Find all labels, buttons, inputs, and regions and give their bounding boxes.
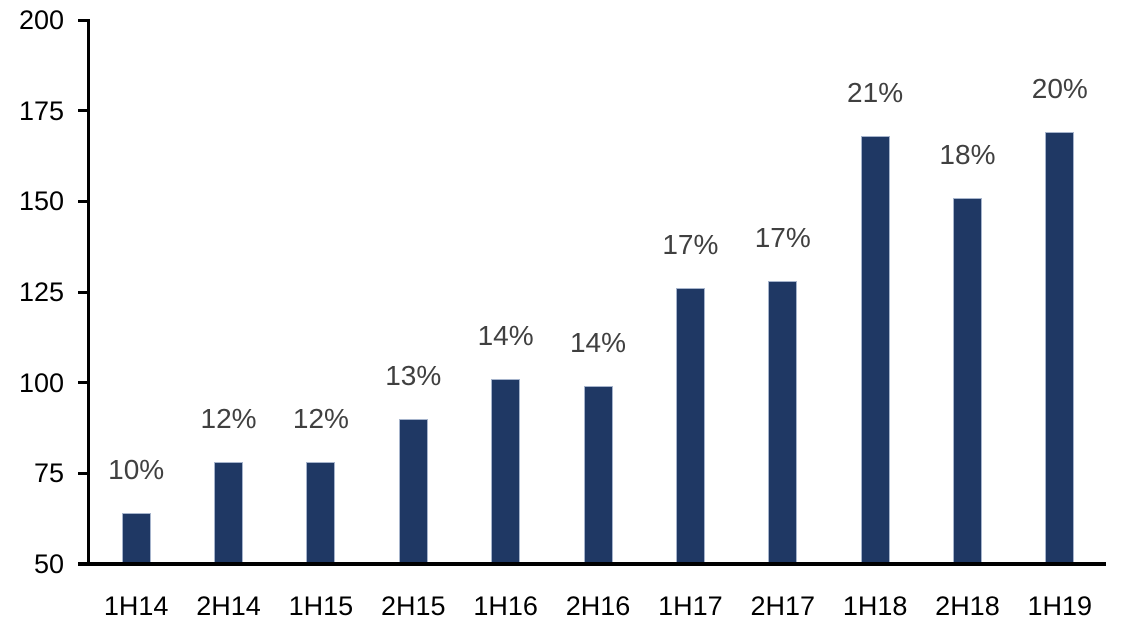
- x-tick-label: 2H16: [565, 591, 631, 621]
- bar: [491, 379, 521, 564]
- bar-value-label: 20%: [1031, 73, 1088, 105]
- bar-value-label: 14%: [477, 320, 534, 352]
- bar: [214, 462, 244, 564]
- y-tick-label: 50: [33, 549, 64, 579]
- x-tick-label: 2H15: [380, 591, 446, 621]
- bar: [768, 281, 798, 564]
- y-tick-mark: [78, 18, 90, 22]
- bar-value-label: 17%: [754, 222, 811, 254]
- bar: [1045, 132, 1075, 564]
- x-tick-label: 1H14: [103, 591, 169, 621]
- x-tick-label: 1H16: [473, 591, 538, 621]
- x-tick-label: 2H17: [750, 591, 815, 621]
- bar: [398, 418, 428, 564]
- bar-value-label: 18%: [939, 138, 996, 170]
- x-tick-label: 1H15: [288, 591, 354, 621]
- bar: [860, 136, 890, 564]
- y-tick-label: 150: [18, 186, 64, 217]
- y-tick-mark: [78, 471, 90, 475]
- bar-value-label: 14%: [569, 327, 627, 359]
- y-tick-mark: [78, 199, 90, 203]
- bar-value-label: 17%: [662, 229, 719, 261]
- x-tick-label: 1H19: [1027, 591, 1093, 621]
- x-tick-label: 2H14: [196, 591, 261, 621]
- y-tick-mark: [78, 109, 90, 113]
- bar-value-label: 13%: [385, 359, 442, 391]
- x-tick-label: 2H18: [935, 591, 1000, 621]
- bar: [952, 197, 982, 564]
- x-tick-label: 1H18: [842, 591, 908, 621]
- x-axis-line: [78, 562, 1106, 566]
- bar-value-label: 12%: [292, 403, 349, 435]
- bar: [675, 288, 705, 564]
- bar: [121, 513, 151, 564]
- y-tick-mark: [78, 381, 90, 385]
- bar-value-label: 12%: [200, 403, 257, 435]
- y-tick-label: 175: [18, 95, 64, 126]
- y-tick-label: 75: [33, 458, 64, 489]
- bar-value-label: 10%: [108, 454, 165, 486]
- bar-value-label: 21%: [847, 77, 904, 109]
- bar: [306, 462, 336, 564]
- y-tick-label: 200: [18, 5, 64, 35]
- y-tick-label: 100: [18, 367, 64, 398]
- y-tick-label: 125: [18, 277, 64, 307]
- y-tick-mark: [78, 290, 90, 294]
- bar: [583, 386, 613, 564]
- x-tick-label: 1H17: [658, 591, 723, 621]
